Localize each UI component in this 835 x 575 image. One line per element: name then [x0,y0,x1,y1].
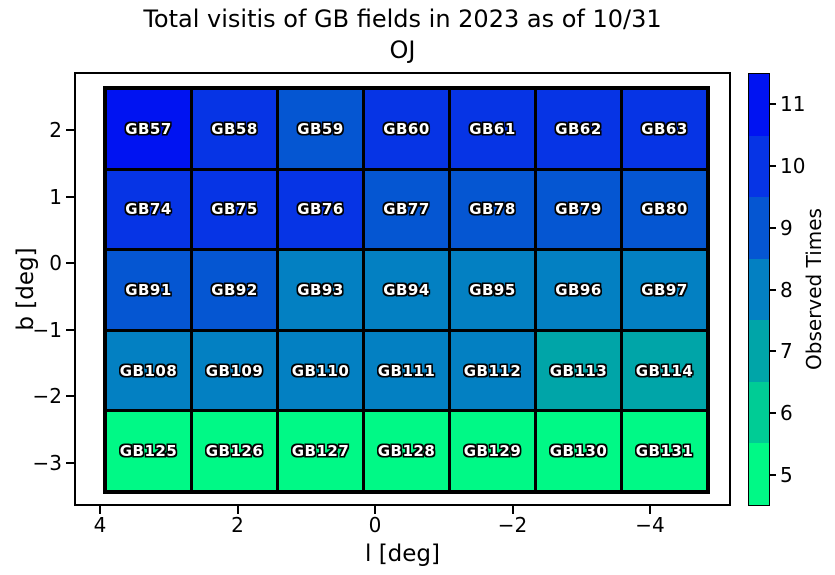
y-axis-label: b [deg] [13,247,39,331]
heatmap-cell: GB128 [365,412,448,490]
heatmap-cell: GB131 [623,412,706,490]
colorbar-band [749,320,769,382]
heatmap-cell: GB62 [537,90,620,168]
heatmap-cell: GB129 [451,412,534,490]
heatmap-cell: GB78 [451,170,534,249]
chart-title-block: Total visitis of GB fields in 2023 as of… [74,4,731,66]
y-tick-mark [66,129,74,131]
heatmap-cell: GB91 [107,251,190,329]
colorbar-tick-label: 6 [780,401,793,426]
heatmap-cell: GB95 [451,251,534,329]
colorbar-band [749,443,769,506]
heatmap-cell: GB111 [365,331,448,410]
colorbar-tick-label: 11 [780,91,806,116]
heatmap-cell: GB61 [451,90,534,168]
x-tick-label: −4 [635,513,665,537]
colorbar-tick-label: 9 [780,215,793,240]
colorbar-tick-mark [770,102,776,105]
heatmap-cell: GB79 [537,170,620,249]
heatmap-cell: GB109 [193,331,276,410]
colorbar-tick-label: 8 [780,277,793,302]
colorbar-band [749,258,769,321]
heatmap-grid: GB57 GB58 GB59 GB60 GB61 GB62 GB63 GB74 GB75 GB76… [103,86,710,494]
y-tick-label: −1 [32,317,62,342]
heatmap-cell: GB127 [279,412,362,490]
heatmap-cell: GB113 [537,331,620,410]
x-tick-mark [649,506,651,514]
y-tick-mark [66,461,74,464]
y-tick-label: 0 [49,251,62,275]
heatmap-cell: GB74 [107,170,190,249]
heatmap-cell: GB130 [537,412,620,490]
x-tick-mark [236,506,239,514]
heatmap-cell: GB93 [279,251,362,329]
colorbar-tick-label: 7 [780,339,793,364]
heatmap-cell: GB125 [107,412,190,490]
x-tick-label: 2 [231,513,244,537]
colorbar-tick-mark [770,474,776,477]
heatmap-cell: GB58 [193,90,276,168]
heatmap-cell: GB126 [193,412,276,490]
heatmap-cell: GB108 [107,331,190,410]
heatmap-cell: GB77 [365,170,448,249]
colorbar-band [749,381,769,444]
heatmap-cell: GB76 [279,170,362,249]
heatmap-cell: GB112 [451,331,534,410]
heatmap-cell: GB97 [623,251,706,329]
x-tick-mark [374,506,376,514]
y-tick-label: 1 [49,184,62,209]
colorbar-tick-mark [770,412,776,415]
chart-title: Total visitis of GB fields in 2023 as of… [143,5,662,33]
y-tick-label: −3 [32,450,62,475]
y-tick-label: 2 [49,118,62,142]
colorbar-tick-label: 10 [780,153,806,178]
heatmap-cell: GB60 [365,90,448,168]
colorbar-band [749,74,769,136]
colorbar-tick-label: 5 [780,463,793,488]
y-tick-mark [66,395,74,397]
x-tick-label: 0 [368,513,382,537]
x-tick-mark [99,506,101,514]
chart-subtitle: OJ [389,36,416,64]
colorbar-label: Observed Times [802,208,826,370]
colorbar-band [749,197,769,259]
colorbar-tick-mark [770,226,776,229]
heatmap-cell: GB57 [107,90,190,168]
colorbar-tick-mark [770,288,776,291]
colorbar-tick-mark [770,350,776,353]
heatmap-cell: GB92 [193,251,276,329]
heatmap-cell: GB96 [537,251,620,329]
x-tick-label: 4 [93,513,107,537]
heatmap-cell: GB114 [623,331,706,410]
y-tick-mark [66,195,74,198]
x-axis-label: l [deg] [365,541,440,567]
y-tick-mark [66,328,74,331]
heatmap-cell: GB63 [623,90,706,168]
colorbar [748,73,770,506]
heatmap-cell: GB80 [623,170,706,249]
heatmap-cell: GB75 [193,170,276,249]
colorbar-tick-mark [770,164,776,167]
y-tick-mark [66,262,74,264]
x-tick-mark [511,506,514,514]
heatmap-cell: GB94 [365,251,448,329]
heatmap-cell: GB110 [279,331,362,410]
heatmap-cell: GB59 [279,90,362,168]
y-tick-label: −2 [32,384,62,408]
colorbar-band [749,135,769,198]
x-tick-label: −2 [497,513,528,537]
